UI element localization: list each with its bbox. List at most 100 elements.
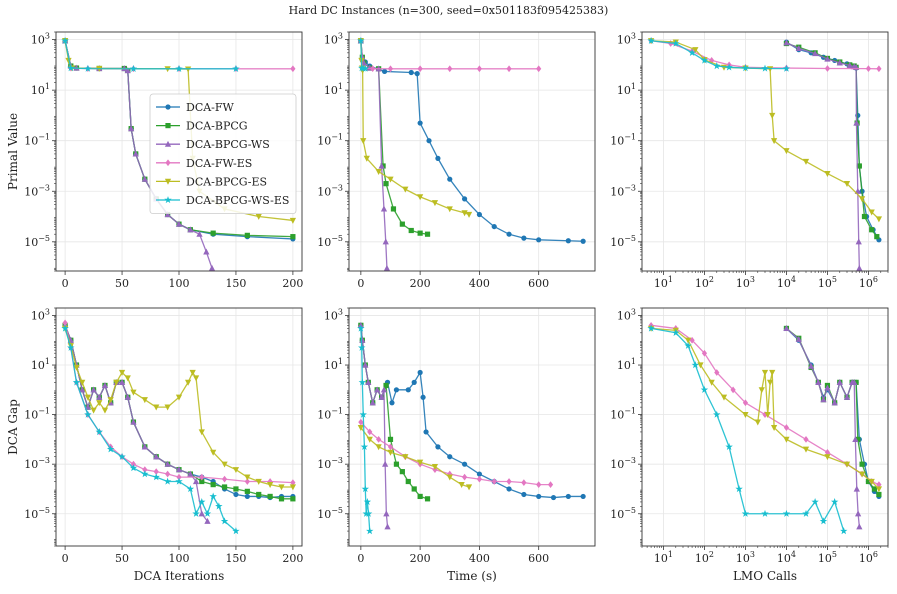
y-tick-label: 10−1 [610,407,636,422]
data-point-dca-bpcg-ws [855,238,862,245]
data-point-dca-bpcg-ws-es [761,64,769,72]
data-point-dca-fw [447,454,453,460]
data-point-dca-bpcg-es [767,66,774,73]
data-point-dca-bpcg-ws [382,460,389,467]
data-point-dca-bpcg-es [175,394,183,401]
data-point-dca-bpcg-ws-es [358,378,367,386]
data-point-dca-bpcg-es [754,419,761,426]
data-point-dca-fw [417,120,423,126]
data-point-dca-fw [389,400,395,406]
data-point-dca-fw [244,493,250,500]
data-point-dca-bpcg-ws-es [72,378,81,386]
legend-box [149,93,297,214]
data-point-dca-bpcg-ws-es [84,64,92,72]
data-point-dca-bpcg [424,496,431,502]
data-point-dca-bpcg-ws [836,59,843,66]
data-point-dca-bpcg-es [118,369,126,376]
data-point-dca-bpcg-ws-es [129,64,138,72]
data-point-dca-bpcg-ws-es [357,36,365,44]
data-point-dca-bpcg [861,213,868,220]
data-point-dca-bpcg-ws [382,238,389,245]
data-point-dca-bpcg [210,230,216,236]
x-tick-label: 0 [357,277,364,290]
series-line-dca-bpcg-es [651,40,880,220]
data-point-dca-bpcg-es [446,206,453,213]
data-point-dca-bpcg [221,484,228,490]
data-point-dca-bpcg-ws-es [358,343,366,351]
data-point-dca-bpcg-es [758,387,765,394]
y-tick-label: 101 [31,357,50,372]
series-group [357,321,586,535]
data-point-dca-bpcg [874,234,880,240]
data-point-dca-fw [423,429,429,435]
data-point-dca-bpcg [869,227,875,233]
data-point-dca-bpcg-es [417,194,424,201]
data-point-dca-fw-es [521,479,527,487]
data-point-dca-bpcg-ws-es [725,63,733,71]
data-point-dca-fw [550,494,557,501]
x-tick-label: 400 [469,277,490,290]
data-point-dca-bpcg [383,181,389,187]
data-point-dca-bpcg-ws-es [163,477,172,485]
data-point-dca-bpcg-ws [153,453,160,460]
data-point-dca-fw [405,387,411,393]
legend-marker-dca-bpcg-ws-es [164,196,172,204]
data-point-dca-bpcg-es [761,369,769,376]
data-point-dca-bpcg-es [843,461,851,468]
panel-gap-vs-iterations: 0 50 100 150 200 103 101 10−1 10−3 10−5 DCA Iterat… [6,307,303,583]
data-point-dca-bpcg-ws [203,248,210,255]
data-point-dca-bpcg-es [289,217,297,224]
x-tick-label: 103 [736,550,755,565]
y-tick-label: 101 [617,357,636,372]
panel-gap-vs-lmo: 101 102 103 104 105 106 103 101 10−1 10−3 10−5 LMO … [610,307,889,583]
data-point-dca-fw-es [803,436,809,443]
x-tick-label: 103 [736,275,755,290]
data-point-dca-bpcg-ws [192,478,200,485]
data-point-dca-bpcg [865,478,872,485]
x-tick-label: 101 [654,275,673,290]
legend-label-dca-fw-es: DCA-FW-ES [186,157,252,170]
data-point-dca-bpcg-ws [365,378,372,385]
legend-label-dca-bpcg-ws-es: DCA-BPCG-WS-ES [186,194,289,207]
data-point-dca-fw-es [730,386,736,394]
data-point-dca-bpcg-ws [808,362,815,369]
legend-label-dca-bpcg: DCA-BPCG [186,120,248,133]
data-point-dca-bpcg [853,379,859,385]
legend-marker-dca-fw-es [165,159,171,167]
x-tick-label: 104 [777,275,796,290]
data-point-dca-bpcg-ws [856,523,863,530]
data-point-dca-fw [414,71,420,77]
series-group [61,319,297,535]
data-point-dca-bpcg-ws-es [61,324,69,332]
data-point-dca-bpcg-ws [128,125,135,132]
x-axis-label: Time (s) [447,569,497,583]
data-point-dca-bpcg-es [96,400,103,407]
data-point-dca-fw-es [376,436,382,443]
data-point-dca-bpcg-es [375,168,382,175]
data-point-dca-bpcg-ws-es [364,509,373,517]
data-point-dca-bpcg-ws-es [700,56,709,64]
data-point-dca-bpcg-ws [101,382,109,389]
y-tick-label: 101 [324,357,343,372]
axes-frame [348,31,596,272]
data-point-dca-bpcg-ws-es [61,36,69,44]
data-point-dca-bpcg-es [843,181,851,188]
data-point-dca-bpcg-es [824,170,831,177]
data-point-dca-bpcg-ws-es [232,527,240,535]
data-point-dca-bpcg-ws-es [118,452,126,460]
data-point-dca-bpcg-ws [208,264,216,271]
data-point-dca-bpcg-ws [90,386,97,393]
data-point-dca-bpcg-es [770,424,778,431]
axes-frame [641,31,889,272]
data-point-dca-bpcg-ws [856,264,863,271]
data-point-dca-fw-es [221,475,228,483]
data-point-dca-bpcg-ws [815,378,822,385]
data-point-dca-bpcg-es [783,436,790,443]
data-point-dca-bpcg [859,461,865,467]
data-point-dca-bpcg [290,496,296,502]
panel-gap-vs-time: 0 200 400 600 103 101 10−1 10−3 10−5 Time (s) [317,307,596,583]
data-point-dca-bpcg-es [84,394,92,401]
data-point-dca-fw-es [876,65,882,73]
data-point-dca-bpcg-ws [783,325,790,332]
plot-area [642,32,888,271]
